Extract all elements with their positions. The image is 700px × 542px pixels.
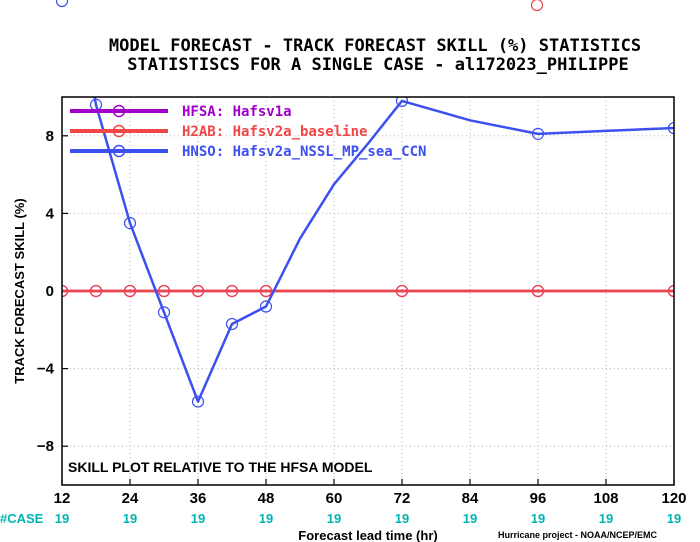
point-h2ab	[191, 284, 205, 298]
x-axis-label: Forecast lead time (hr)	[298, 528, 437, 542]
point-h2ab	[89, 284, 103, 298]
series-line-hnso	[93, 97, 674, 403]
case-count: 19	[259, 511, 273, 526]
y-tick-label: 4	[46, 205, 55, 222]
x-tick-labels: 12 24 36 48 60 72 84 96 108 120	[54, 490, 687, 507]
case-count: 19	[395, 511, 409, 526]
legend: HFSA: Hafsv1a H2AB: Hafsv2a_baseline HNSO:…	[70, 104, 426, 160]
chart-title: MODEL FORECAST - TRACK FORECAST SKILL (%…	[109, 36, 641, 56]
y-tick-label: 8	[46, 128, 54, 145]
offscale-marker-right	[530, 0, 544, 12]
legend-marker-hnso	[112, 144, 126, 158]
y-axis-label: TRACK FORECAST SKILL (%)	[12, 198, 27, 383]
case-count: 19	[463, 511, 477, 526]
series-hnso	[93, 97, 674, 403]
legend-label-h2ab: H2AB: Hafsv2a_baseline	[182, 124, 367, 140]
x-tick-label: 96	[530, 490, 547, 507]
point-hnso	[667, 121, 674, 135]
point-h2ab	[225, 284, 239, 298]
plot-frame	[61, 96, 675, 486]
x-tick-label: 48	[258, 490, 275, 507]
case-count: 19	[667, 511, 681, 526]
y-tick-label: 0	[46, 283, 54, 300]
case-counts: 19 19 19 19 19 19 19 19 19 19	[55, 511, 681, 526]
x-tick-label: 108	[593, 490, 618, 507]
x-tick-label: 12	[54, 490, 71, 507]
point-h2ab	[259, 284, 273, 298]
legend-marker-hfsa	[112, 104, 126, 118]
point-hnso	[531, 127, 545, 140]
point-hnso	[191, 395, 205, 408]
credit-text: Hurricane project - NOAA/NCEP/EMC	[498, 530, 658, 540]
markers-hnso	[89, 97, 674, 408]
point-hnso	[157, 306, 171, 319]
point-hnso	[123, 217, 137, 230]
legend-label-hnso: HNSO: Hafsv2a_NSSL_MP_sea_CCN	[182, 144, 426, 160]
case-count: 19	[191, 511, 205, 526]
point-h2ab	[157, 284, 171, 298]
skill-annotation: SKILL PLOT RELATIVE TO THE HFSA MODEL	[68, 459, 373, 475]
x-tick-label: 60	[326, 490, 343, 507]
case-count: 19	[123, 511, 137, 526]
point-hnso	[395, 97, 409, 107]
legend-label-hfsa: HFSA: Hafsv1a	[182, 104, 292, 120]
case-count: 19	[531, 511, 545, 526]
point-h2ab	[123, 284, 137, 298]
y-tick-label: −8	[37, 438, 54, 455]
series-lines	[62, 97, 674, 403]
case-label: #CASE	[0, 511, 44, 526]
point-h2ab	[667, 284, 674, 298]
y-tick-labels: −8 −4 0 4 8	[37, 128, 55, 455]
point-hnso	[259, 300, 273, 313]
x-tick-label: 120	[661, 490, 686, 507]
x-tick-label: 84	[462, 490, 479, 507]
x-tick-label: 24	[122, 490, 139, 507]
case-count: 19	[327, 511, 341, 526]
point-h2ab	[62, 284, 69, 298]
y-tick-label: −4	[37, 361, 55, 378]
offscale-marker-left	[55, 0, 69, 8]
markers-h2ab	[62, 284, 674, 298]
x-tick-label: 72	[394, 490, 411, 507]
point-h2ab	[395, 284, 409, 298]
x-tick-label: 36	[190, 490, 207, 507]
case-count: 19	[55, 511, 69, 526]
point-hnso	[225, 317, 239, 331]
chart-subtitle: STATISTISCS FOR A SINGLE CASE - al172023…	[127, 55, 629, 75]
series-markers	[62, 97, 674, 408]
legend-marker-h2ab	[112, 124, 126, 138]
point-h2ab	[531, 284, 545, 298]
case-count: 19	[599, 511, 613, 526]
